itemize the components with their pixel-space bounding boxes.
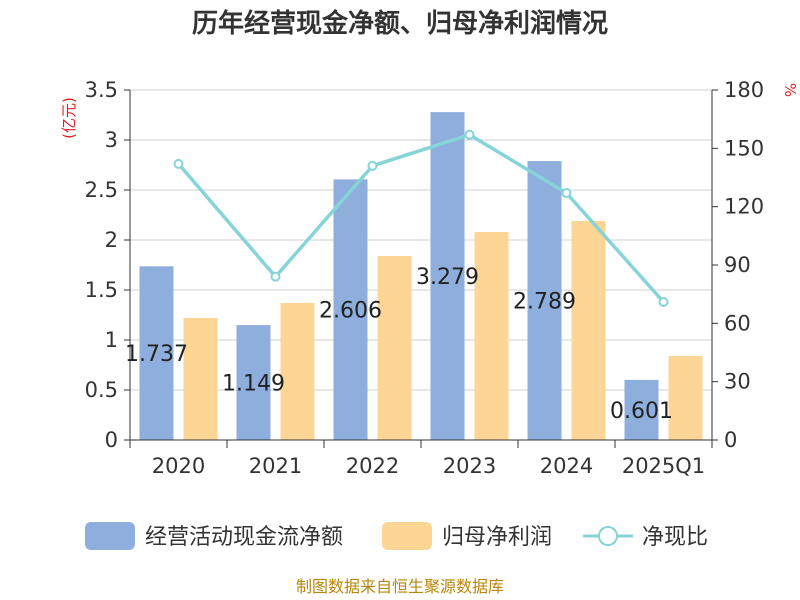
y-tick-label-left: 3.5	[85, 78, 118, 102]
bar-data-label: 2.789	[513, 290, 576, 315]
bar-net-profit	[183, 318, 218, 440]
bar-data-label: 1.149	[222, 372, 285, 397]
data-labels: 1.737 1.149 2.606 3.279 2.789 0.601	[125, 265, 673, 424]
y-tick-label-right: 120	[724, 195, 764, 219]
x-tick-label: 2020	[152, 454, 205, 478]
bar-marks	[139, 112, 703, 440]
y-tick-label-left: 1.5	[85, 278, 118, 302]
y-tick-label-right: 60	[724, 311, 751, 335]
legend-label-cash-ratio: 净现比	[642, 525, 708, 550]
bar-data-label: 0.601	[610, 399, 673, 424]
x-tick-label: 2023	[443, 454, 496, 478]
legend: 经营活动现金流净额 归母净利润 净现比	[85, 522, 708, 550]
line-path-cash-ratio	[177, 132, 665, 304]
bar-data-label: 1.737	[125, 342, 188, 367]
line-point	[173, 158, 184, 169]
line-point	[658, 296, 669, 307]
line-point	[561, 188, 572, 199]
legend-label-cashflow: 经营活动现金流净额	[145, 525, 343, 550]
bar-net-profit	[280, 303, 315, 440]
x-tick-label: 2022	[346, 454, 399, 478]
line-series	[173, 129, 669, 307]
y-tick-label-right: 0	[724, 428, 737, 452]
y-tick-label-left: 1	[105, 328, 118, 352]
y-tick-label-right: 150	[724, 136, 764, 160]
chart-title: 历年经营现金净额、归母净利润情况	[192, 8, 608, 39]
x-tick-label: 2024	[540, 454, 593, 478]
legend-swatch-marker	[598, 526, 618, 546]
y-tick-label-left: 2.5	[85, 178, 118, 202]
bar-cashflow	[333, 179, 368, 440]
line-point	[464, 129, 475, 140]
y-axis-label-right: %	[781, 83, 799, 97]
y-tick-label-left: 0.5	[85, 378, 118, 402]
bar-net-profit	[571, 221, 606, 440]
bar-data-label: 2.606	[319, 299, 382, 324]
line-point	[270, 271, 281, 282]
axes: 0 0.5 1 1.5 2 2.5 3 3.5 0 30 60 90 120 150 180 2020 2021…	[85, 78, 765, 478]
bar-cashflow	[527, 161, 562, 440]
bar-cashflow	[236, 325, 271, 440]
line-point	[367, 160, 378, 171]
bar-data-label: 3.279	[416, 265, 479, 290]
bar-cashflow	[624, 379, 659, 440]
bar-net-profit	[474, 232, 509, 440]
y-tick-label-right: 180	[724, 78, 764, 102]
legend-label-net-profit: 归母净利润	[442, 525, 552, 550]
y-tick-label-left: 0	[105, 428, 118, 452]
bar-net-profit	[377, 256, 412, 440]
y-tick-label-right: 30	[724, 370, 751, 394]
y-tick-label-left: 3	[105, 128, 118, 152]
gridlines	[130, 89, 712, 391]
y-tick-label-right: 90	[724, 253, 751, 277]
x-tick-label: 2025Q1	[622, 454, 705, 478]
source-note: 制图数据来自恒生聚源数据库	[296, 577, 504, 596]
legend-swatch-cashflow	[85, 522, 135, 550]
bar-cashflow	[139, 266, 174, 440]
legend-swatch-net-profit	[382, 522, 432, 550]
bar-cashflow	[430, 112, 465, 440]
y-tick-label-left: 2	[105, 228, 118, 252]
x-tick-label: 2021	[249, 454, 302, 478]
y-axis-label-left: (亿元)	[60, 97, 78, 139]
bar-net-profit	[668, 356, 703, 440]
